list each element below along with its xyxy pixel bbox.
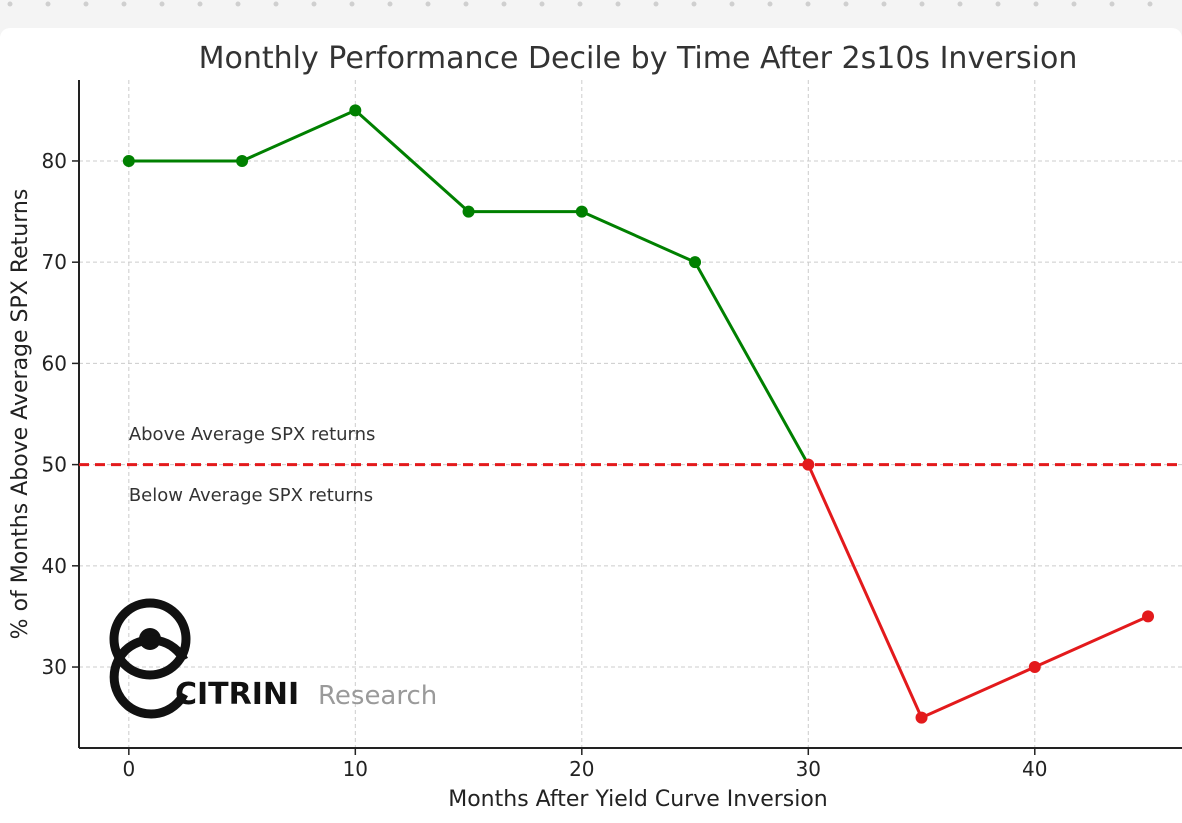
border-dot bbox=[235, 1, 241, 7]
border-dot bbox=[577, 1, 583, 7]
border-dot bbox=[387, 1, 393, 7]
border-dot bbox=[615, 1, 621, 7]
series-segment bbox=[240, 108, 357, 163]
y-tick-label: 60 bbox=[42, 351, 67, 375]
y-tick-label: 30 bbox=[42, 655, 67, 679]
border-dot bbox=[1033, 1, 1039, 7]
data-point bbox=[1142, 610, 1155, 623]
annotation-below: Below Average SPX returns bbox=[129, 485, 373, 506]
border-dot bbox=[121, 1, 127, 7]
border-dot bbox=[501, 1, 507, 7]
border-dot bbox=[273, 1, 279, 7]
chart-title: Monthly Performance Decile by Time After… bbox=[199, 41, 1078, 76]
line-chart: 0 10 20 30 40 30 40 50 60 70 80 Above Average SPX … bbox=[8, 41, 1182, 812]
y-axis-label: % of Months Above Average SPX Returns bbox=[8, 189, 33, 640]
x-axis-label: Months After Yield Curve Inversion bbox=[448, 787, 828, 812]
border-dot bbox=[1071, 1, 1077, 7]
y-tick-label: 40 bbox=[42, 554, 67, 578]
series-segment bbox=[353, 108, 471, 214]
series-segment bbox=[580, 210, 697, 264]
y-tick-label: 70 bbox=[42, 250, 67, 274]
border-dot bbox=[425, 1, 431, 7]
border-dot bbox=[1147, 1, 1153, 7]
border-dot bbox=[843, 1, 849, 7]
x-tick-label: 20 bbox=[569, 757, 594, 781]
border-dot bbox=[919, 1, 925, 7]
grid bbox=[79, 80, 1182, 748]
border-dot bbox=[349, 1, 355, 7]
data-point bbox=[349, 104, 362, 117]
border-dot bbox=[995, 1, 1001, 7]
y-tick-label: 80 bbox=[42, 149, 67, 173]
border-dot bbox=[159, 1, 165, 7]
data-point bbox=[236, 154, 249, 167]
data-point bbox=[575, 205, 588, 218]
x-tick-label: 40 bbox=[1022, 757, 1047, 781]
series-segment bbox=[1033, 614, 1150, 669]
data-point bbox=[122, 154, 135, 167]
border-dot bbox=[311, 1, 317, 7]
border-dot bbox=[7, 1, 13, 7]
data-point bbox=[1028, 661, 1041, 674]
border-dot bbox=[691, 1, 697, 7]
border-dot bbox=[1109, 1, 1115, 7]
border-dot bbox=[805, 1, 811, 7]
x-tick-label: 0 bbox=[122, 757, 135, 781]
data-point bbox=[689, 256, 702, 269]
chart-card: 0 10 20 30 40 30 40 50 60 70 80 Above Average SPX … bbox=[0, 28, 1182, 823]
border-dot bbox=[539, 1, 545, 7]
data-point bbox=[915, 711, 928, 724]
border-dot bbox=[463, 1, 469, 7]
border-dot bbox=[45, 1, 51, 7]
series-segment bbox=[920, 665, 1037, 720]
y-tick-label: 50 bbox=[42, 453, 67, 477]
citrini-logo: CITRINI Research bbox=[109, 598, 437, 719]
series-segment bbox=[806, 463, 924, 720]
border-dot bbox=[767, 1, 773, 7]
top-dotted-border bbox=[7, 1, 1153, 7]
border-dot bbox=[957, 1, 963, 7]
series-segment bbox=[693, 260, 810, 467]
border-dot bbox=[653, 1, 659, 7]
x-tick-label: 30 bbox=[796, 757, 821, 781]
ticks: 0 10 20 30 40 30 40 50 60 70 80 bbox=[42, 149, 1048, 781]
logo-ring-top bbox=[109, 598, 191, 680]
border-dot bbox=[729, 1, 735, 7]
logo-suffix: Research bbox=[318, 681, 437, 711]
border-dot bbox=[83, 1, 89, 7]
logo-brand: CITRINI bbox=[175, 677, 299, 712]
border-dot bbox=[197, 1, 203, 7]
border-dot bbox=[881, 1, 887, 7]
data-point bbox=[802, 458, 815, 471]
data-point bbox=[462, 205, 475, 218]
axes bbox=[78, 80, 1182, 749]
x-tick-label: 10 bbox=[343, 757, 368, 781]
annotation-above: Above Average SPX returns bbox=[129, 424, 376, 445]
logo-ring-bottom bbox=[109, 635, 188, 719]
series bbox=[122, 104, 1155, 724]
